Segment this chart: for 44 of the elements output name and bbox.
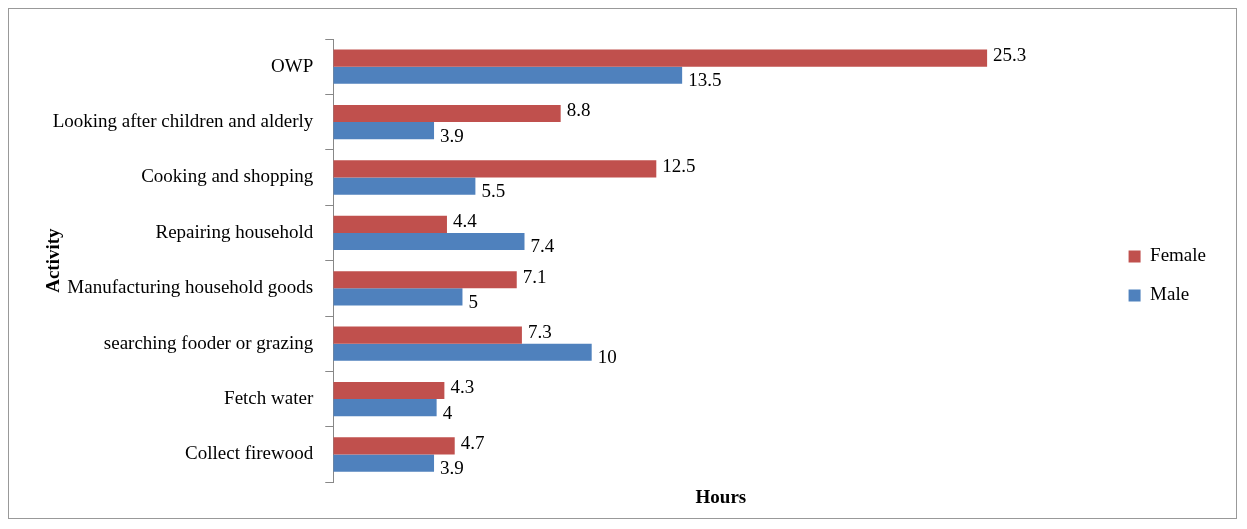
data-label: 4.4	[452, 210, 478, 232]
x-axis-title: Hours	[695, 485, 747, 507]
legend-label: Male	[1150, 283, 1190, 305]
data-label: 7.3	[527, 321, 552, 343]
y-tick-label: Manufacturing household goods	[67, 276, 314, 298]
bar	[333, 66, 683, 84]
bar	[333, 288, 463, 306]
data-label: 10	[597, 346, 617, 368]
data-label: 4.7	[460, 431, 485, 453]
bar	[333, 326, 522, 344]
bar	[333, 122, 435, 140]
data-label: 4.3	[450, 376, 475, 398]
data-label: 12.5	[662, 154, 696, 176]
data-label: 13.5	[688, 69, 722, 91]
bar	[333, 437, 455, 455]
data-label: 25.3	[993, 44, 1027, 66]
bar	[333, 49, 988, 67]
y-tick-label: Repairing household	[155, 220, 314, 242]
bar	[333, 160, 657, 178]
y-axis-title: Activity	[42, 227, 64, 293]
y-tick-label: searching fooder or grazing	[103, 331, 314, 353]
y-tick-label: OWP	[271, 54, 314, 76]
data-label: 8.8	[566, 99, 591, 121]
y-tick-label: Collect firewood	[185, 442, 314, 464]
data-label: 4	[442, 401, 453, 423]
data-label: 3.9	[440, 124, 464, 146]
data-label: 5.5	[481, 180, 506, 202]
bar	[333, 343, 592, 361]
bar	[333, 454, 435, 472]
bar	[333, 232, 525, 251]
bar	[333, 399, 437, 417]
bar	[333, 271, 517, 289]
y-tick-label: Cooking and shopping	[141, 165, 314, 187]
data-label: 5	[468, 290, 478, 312]
data-label: 7.1	[522, 265, 547, 287]
bar	[333, 215, 447, 233]
legend-label: Female	[1150, 244, 1207, 266]
y-tick-label: Looking after children and alderly	[52, 110, 314, 132]
y-tick-label: Fetch water	[224, 387, 314, 409]
data-label: 7.4	[530, 235, 555, 257]
bar	[333, 381, 445, 400]
bar	[333, 177, 476, 195]
data-label: 3.9	[440, 457, 464, 479]
bar	[333, 104, 561, 123]
